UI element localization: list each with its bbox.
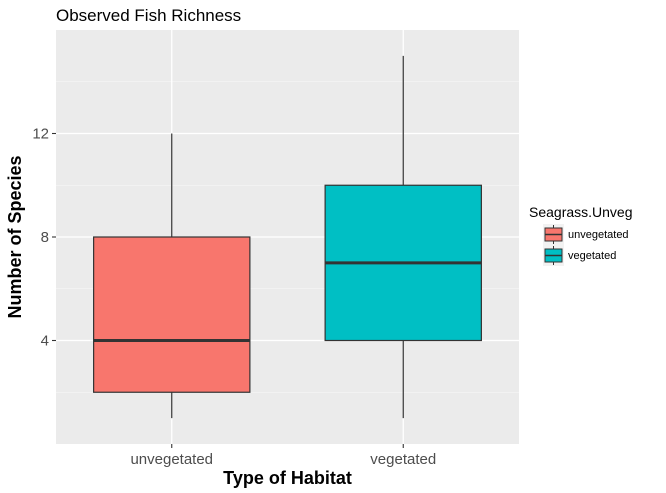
box-unvegetated bbox=[93, 133, 251, 419]
x-axis-title: Type of Habitat bbox=[223, 468, 352, 488]
boxplots bbox=[93, 55, 482, 419]
legend-label: vegetated bbox=[568, 250, 616, 262]
legend-label: unvegetated bbox=[568, 229, 629, 241]
x-axis: unvegetated vegetated bbox=[130, 444, 436, 468]
y-tick-label: 4 bbox=[41, 333, 49, 350]
x-tick-label: vegetated bbox=[370, 451, 436, 468]
legend: Seagrass.Unveg unvegetated vegetated bbox=[529, 204, 633, 266]
legend-item-vegetated: vegetated bbox=[543, 245, 616, 266]
box-vegetated bbox=[324, 55, 482, 419]
y-axis: 4 8 12 bbox=[32, 126, 56, 350]
chart-title: Observed Fish Richness bbox=[56, 6, 241, 25]
y-tick-label: 12 bbox=[32, 126, 49, 143]
y-tick-label: 8 bbox=[41, 229, 49, 246]
y-axis-title: Number of Species bbox=[5, 155, 25, 318]
legend-item-unvegetated: unvegetated bbox=[543, 224, 629, 245]
x-tick-label: unvegetated bbox=[130, 451, 213, 468]
box-iqr bbox=[93, 236, 251, 393]
legend-title: Seagrass.Unveg bbox=[529, 204, 633, 220]
